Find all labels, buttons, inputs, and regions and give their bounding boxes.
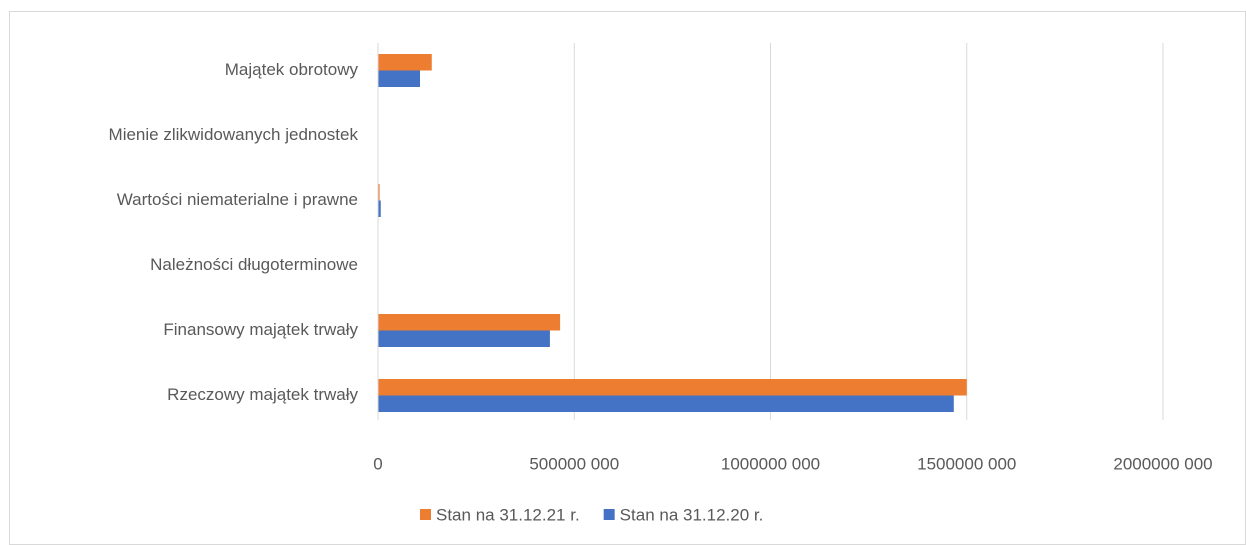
x-tick-label: 1500000 000 xyxy=(917,454,1016,473)
bar xyxy=(378,54,432,71)
bar xyxy=(378,70,420,87)
x-tick-label: 1000000 000 xyxy=(721,454,820,473)
bar xyxy=(378,314,561,331)
bar xyxy=(378,184,380,201)
bar xyxy=(378,200,381,217)
legend-label: Stan na 31.12.21 r. xyxy=(436,505,580,524)
y-tick-label: Finansowy majątek trwały xyxy=(163,320,358,339)
chart-frame xyxy=(9,11,1246,545)
y-tick-label: Należności długoterminowe xyxy=(150,255,358,274)
x-tick-label: 0 xyxy=(373,454,382,473)
legend-label: Stan na 31.12.20 r. xyxy=(620,505,764,524)
x-tick-label: 500000 000 xyxy=(529,454,619,473)
bar xyxy=(378,395,954,412)
y-tick-label: Mienie zlikwidowanych jednostek xyxy=(109,125,359,144)
x-tick-label: 2000000 000 xyxy=(1113,454,1212,473)
y-tick-label: Wartości niematerialne i prawne xyxy=(117,190,358,209)
bar xyxy=(378,330,550,347)
legend-swatch xyxy=(420,509,431,520)
y-tick-label: Majątek obrotowy xyxy=(225,60,359,79)
legend-swatch xyxy=(603,509,615,520)
bar xyxy=(378,379,967,396)
y-tick-label: Rzeczowy majątek trwały xyxy=(167,385,358,404)
